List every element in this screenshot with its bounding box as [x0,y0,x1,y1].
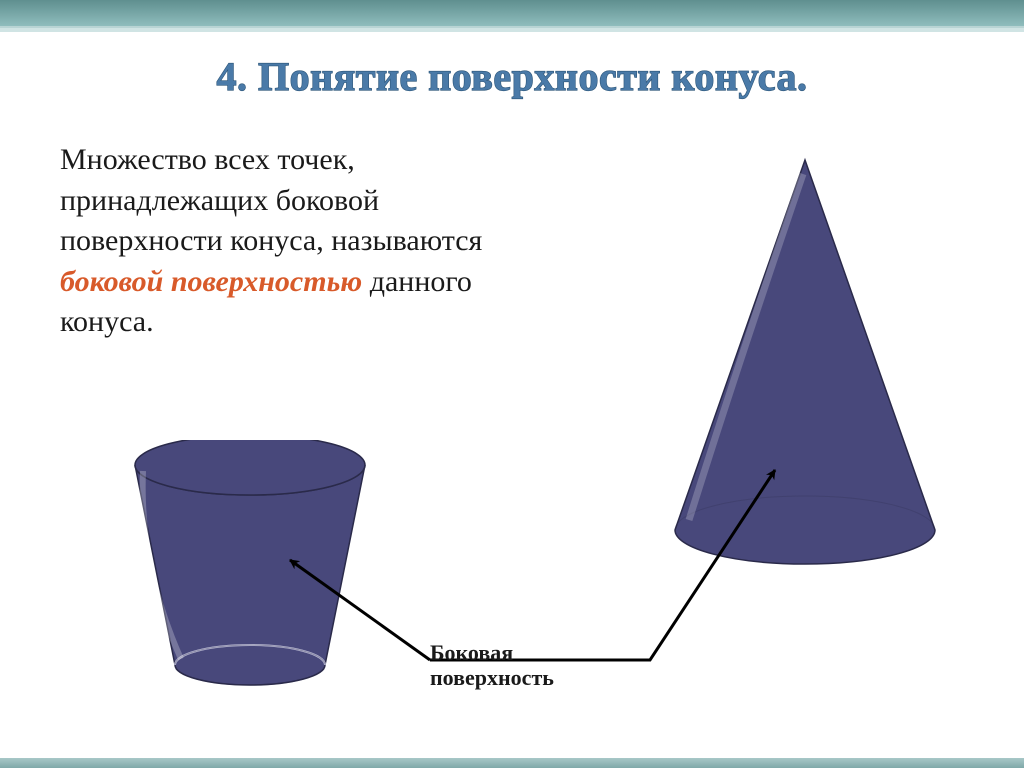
lateral-surface-label: Боковая поверхность [430,640,554,691]
frustum-svg [120,440,380,700]
title-text: 4. Понятие поверхности конуса. [217,54,808,99]
slide-title: 4. Понятие поверхности конуса. [0,48,1024,118]
cone-svg [660,150,950,580]
top-bar [0,0,1024,28]
body-paragraph: Множество всех точек, принадлежащих боко… [60,140,530,343]
cone-shape [660,150,950,585]
frustum-shape [120,440,380,705]
title-svg: 4. Понятие поверхности конуса. [0,48,1024,108]
accent-line [0,28,1024,32]
body-pre: Множество всех точек, принадлежащих боко… [60,143,482,257]
bottom-bar [0,758,1024,768]
label-line2: поверхность [430,665,554,690]
label-line1: Боковая [430,640,513,665]
body-highlight: боковой поверхностью [60,265,362,298]
